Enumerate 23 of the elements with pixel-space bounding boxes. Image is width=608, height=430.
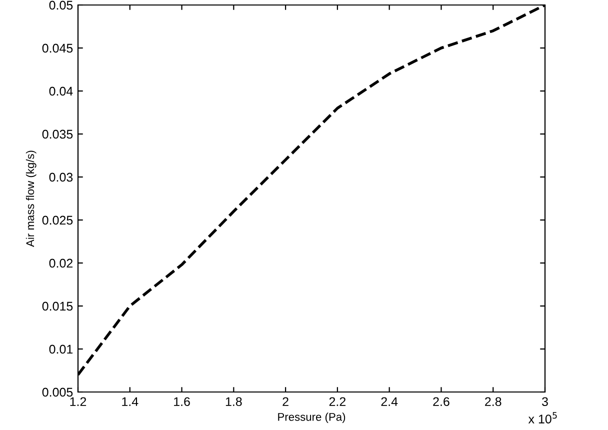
y-tick-label: 0.02 <box>49 258 73 268</box>
y-tick-label: 0.05 <box>49 0 73 10</box>
y-tick-label: 0.005 <box>42 388 73 397</box>
x-tick-label: 1.2 <box>70 397 86 406</box>
y-tick-label: 0.01 <box>49 344 73 354</box>
y-tick-label: 0.045 <box>42 44 73 53</box>
y-tick-label: 0.025 <box>42 216 73 225</box>
y-axis-title: Air mass flow (kg/s) <box>26 150 36 247</box>
x-tick-label: 2.2 <box>329 397 346 406</box>
x-tick-label: 3 <box>542 397 548 406</box>
y-tick-label: 0.04 <box>49 86 73 96</box>
x-tick-label: 2.8 <box>485 397 502 406</box>
x-axis-title: Pressure (Pa) <box>278 412 346 424</box>
text: x 10$^{5}$ <box>528 412 557 424</box>
x-tick-label: 1.6 <box>174 397 190 406</box>
y-tick-label: 0.03 <box>49 172 73 182</box>
x-tick-label: 1.4 <box>122 397 138 406</box>
y-tick-label: 0.035 <box>42 130 73 139</box>
y-tick-label: 0.015 <box>42 302 73 311</box>
x-tick-label: 2.6 <box>433 397 450 406</box>
x-tick-label: 2.4 <box>381 397 398 406</box>
x-tick-label: 2 <box>282 397 288 406</box>
x-tick-label: 1.8 <box>226 397 242 406</box>
